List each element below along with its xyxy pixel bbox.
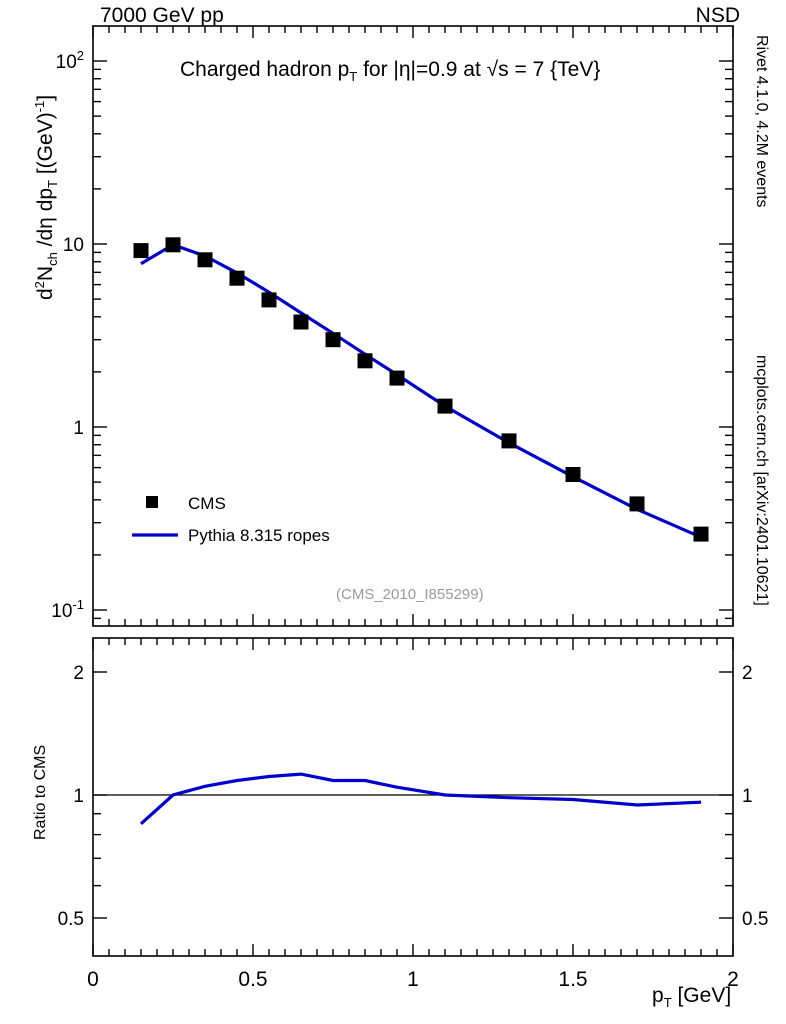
- data-point-marker: [133, 243, 149, 259]
- data-point-marker: [293, 314, 309, 330]
- xaxis-label: pT [GeV]: [652, 984, 731, 1010]
- cms-data-markers: [133, 237, 709, 542]
- ratio-ytick-labels: 2 2 1 1 0.5 0.5: [58, 663, 769, 930]
- ratio-panel-frame: [92, 637, 734, 957]
- legend-label-cms: CMS: [188, 494, 226, 513]
- ratio-curve: [139, 772, 702, 825]
- xtick-label: 2: [727, 968, 739, 991]
- xtick-label: 1: [407, 968, 419, 991]
- main-title: Charged hadron pT for |η|=0.9 at √s = 7 …: [180, 58, 600, 84]
- ratio-ytick-label-left: 2: [73, 663, 84, 684]
- ratio-ytick-label-left: 0.5: [58, 909, 84, 930]
- xtick-label: 0: [87, 968, 99, 991]
- title-part-b: for |η|=0.9 at √s = 7 {TeV}: [357, 58, 601, 81]
- data-point-marker: [629, 496, 645, 512]
- main-ytick-label: 102: [56, 48, 84, 73]
- main-ytick-label: 1: [73, 418, 84, 439]
- data-point-marker: [565, 467, 581, 482]
- main-axis-ticks: [92, 26, 734, 626]
- header-right-label: NSD: [695, 4, 740, 27]
- xlabel-unit: [GeV]: [671, 984, 732, 1007]
- data-point-marker: [165, 237, 181, 253]
- xlabel-sub-T: T: [663, 995, 672, 1011]
- main-ytick-label: 10-1: [51, 597, 84, 622]
- header-left-label: 7000 GeV pp: [100, 4, 224, 27]
- xtick-label: 0.5: [238, 968, 267, 991]
- xlabel-p: p: [652, 984, 664, 1007]
- main-ytick-label: 10: [63, 235, 84, 256]
- xtick-labels: 0 0.5 1 1.5 2: [87, 968, 739, 991]
- title-part-a: Charged hadron p: [180, 58, 350, 81]
- data-point-marker: [261, 292, 277, 308]
- ratio-axis-ticks: [92, 638, 734, 956]
- ratio-ytick-label-right: 0.5: [742, 909, 768, 930]
- legend-label-pythia: Pythia 8.315 ropes: [188, 526, 330, 545]
- data-point-marker: [357, 353, 373, 369]
- legend: CMS Pythia 8.315 ropes: [132, 494, 330, 545]
- data-point-marker: [437, 398, 453, 414]
- ratio-ytick-label-right: 1: [742, 786, 753, 807]
- ratio-ytick-label-left: 1: [73, 786, 84, 807]
- data-point-marker: [325, 332, 341, 348]
- main-ytick-labels: 102 10 1 10-1: [51, 48, 84, 622]
- data-point-marker: [389, 370, 405, 386]
- data-point-marker: [693, 526, 709, 542]
- ratio-ytick-label-right: 2: [742, 663, 753, 684]
- xtick-label: 1.5: [558, 968, 587, 991]
- data-point-marker: [501, 433, 517, 449]
- data-point-marker: [229, 270, 245, 286]
- title-sub-T: T: [349, 69, 358, 85]
- analysis-code-label: (CMS_2010_I855299): [336, 586, 484, 603]
- data-point-marker: [197, 252, 213, 268]
- legend-square-marker-icon: [146, 496, 158, 508]
